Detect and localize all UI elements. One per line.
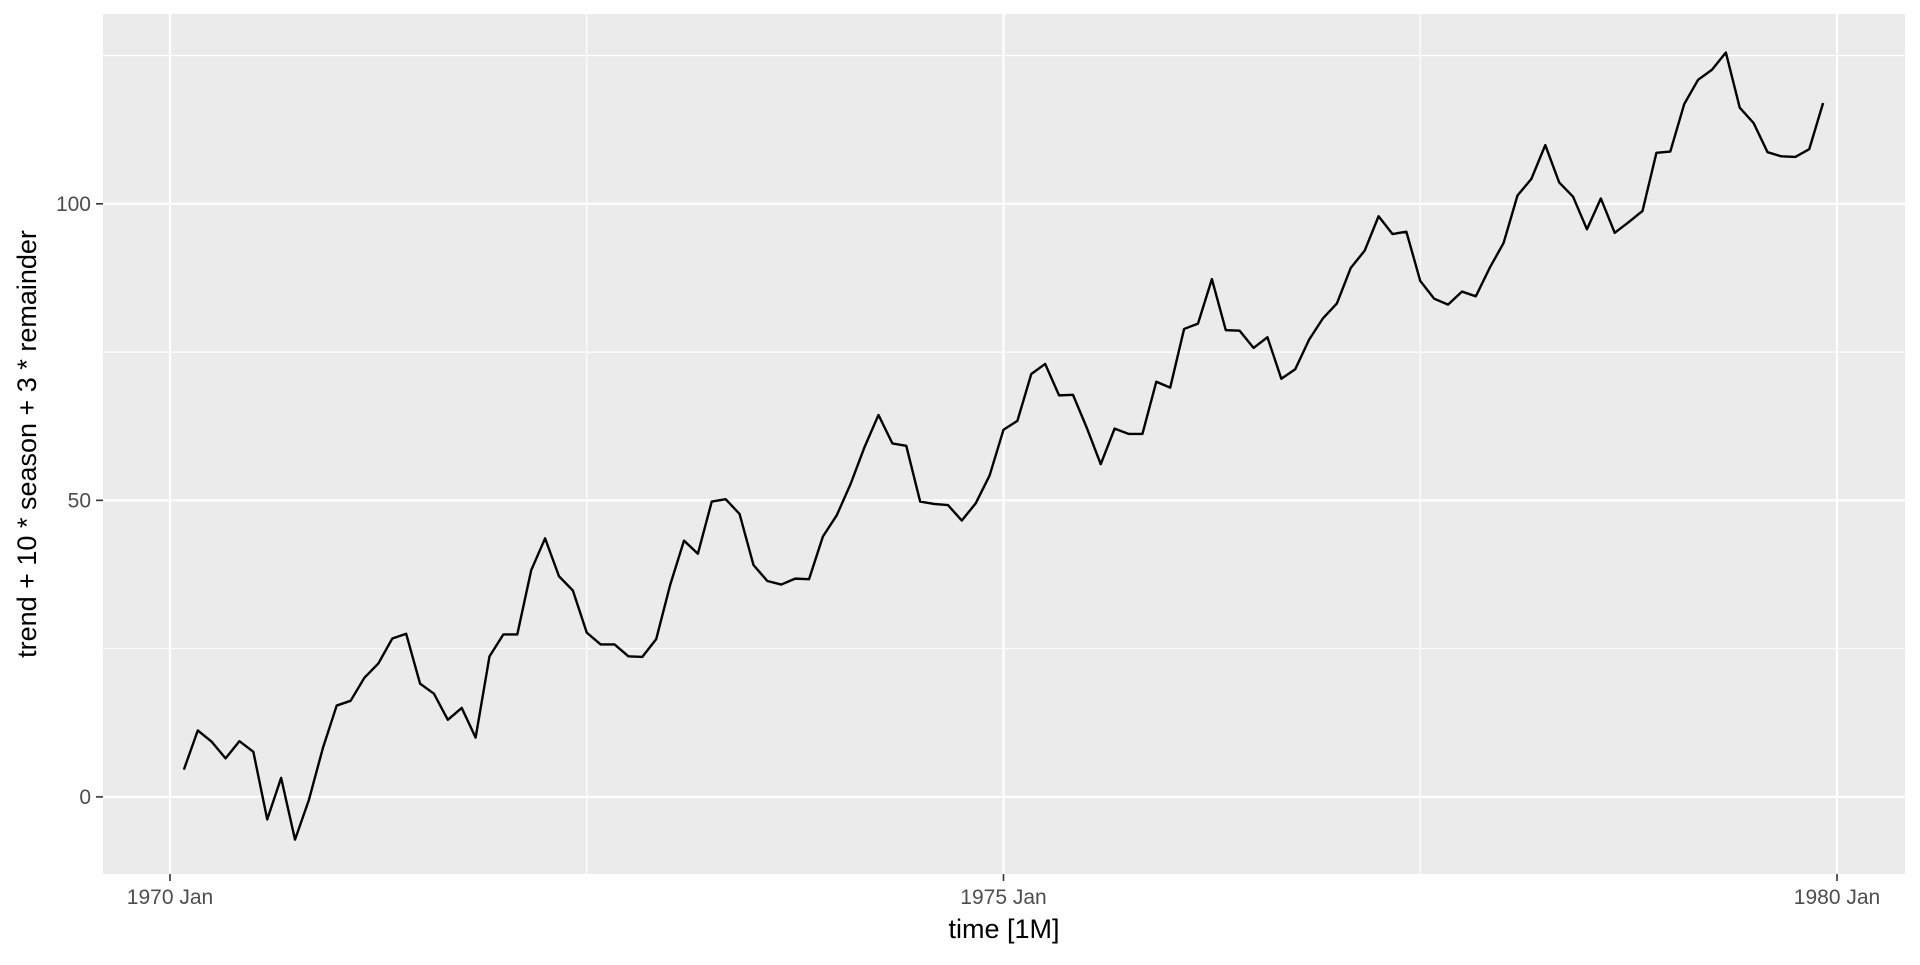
x-tick-label: 1970 Jan xyxy=(127,886,213,909)
x-tick-label: 1980 Jan xyxy=(1794,886,1880,909)
y-tick-label: 50 xyxy=(68,489,91,512)
major-gridlines xyxy=(103,14,1905,874)
x-axis-ticks: 1970 Jan 1975 Jan 1980 Jan xyxy=(127,874,1880,909)
x-tick-label: 1975 Jan xyxy=(960,886,1046,909)
y-axis-title: trend + 10 * season + 3 * remainder xyxy=(12,230,42,658)
x-axis-title: time [1M] xyxy=(948,914,1059,944)
y-tick-label: 0 xyxy=(79,786,91,809)
series-line xyxy=(182,51,1825,841)
y-axis-ticks: 0 50 100 xyxy=(56,193,103,809)
y-tick-label: 100 xyxy=(56,193,91,216)
